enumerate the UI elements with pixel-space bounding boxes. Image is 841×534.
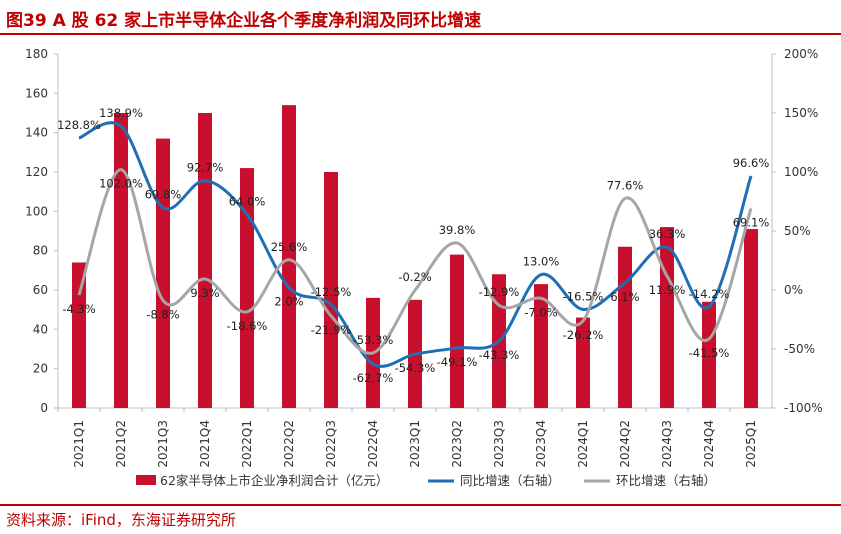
bar-series (72, 105, 758, 409)
title-divider (0, 33, 841, 35)
left-axis-tick-label: 80 (33, 244, 48, 258)
x-axis-tick-label: 2023Q3 (492, 420, 506, 468)
yoy-data-label: 96.6% (733, 156, 770, 170)
left-axis-tick-label: 180 (25, 47, 48, 61)
bar-2024Q2 (618, 246, 632, 408)
left-axis-tick-label: 160 (25, 86, 48, 100)
bar-2022Q3 (324, 172, 338, 408)
yoy-data-label: 138.9% (99, 106, 143, 120)
bar-2021Q4 (198, 113, 212, 408)
yoy-data-label: 13.0% (523, 255, 560, 269)
x-axis-tick-label: 2022Q4 (366, 420, 380, 468)
bar-2024Q3 (660, 227, 674, 408)
right-axis-tick-label: -100% (784, 401, 823, 415)
bar-2024Q1 (576, 317, 590, 408)
legend-label-qoq: 环比增速（右轴） (616, 473, 716, 488)
chart-title: 图39 A 股 62 家上市半导体企业各个季度净利润及同环比增速 (6, 11, 482, 31)
x-axis-tick-label: 2023Q4 (534, 420, 548, 468)
yoy-data-label: 2.0% (274, 295, 303, 309)
x-axis-tick-label: 2024Q4 (702, 420, 716, 468)
legend: 62家半导体上市企业净利润合计（亿元） 同比增速（右轴） 环比增速（右轴） (136, 473, 716, 488)
legend-swatch-bar (136, 475, 156, 485)
qoq-data-label: 11.9% (649, 283, 686, 297)
qoq-line (77, 168, 753, 355)
qoq-data-label: 9.3% (190, 286, 219, 300)
right-axis-tick-label: 200% (784, 47, 818, 61)
bar-2021Q1 (72, 262, 86, 408)
right-axis-tick-label: -50% (784, 342, 815, 356)
right-axis-tick-label: 150% (784, 106, 818, 120)
yoy-data-label: 128.8% (57, 118, 101, 132)
yoy-data-label: 36.3% (649, 227, 686, 241)
yoy-data-label: -49.1% (437, 355, 478, 369)
chart-axes: 0 20 40 60 80 100 120 140 160 180 -100% -50% 0% 50% 10… (25, 47, 823, 468)
yoy-data-label: 69.8% (145, 188, 182, 202)
x-axis-tick-label: 2025Q1 (744, 420, 758, 468)
data-labels: 128.8% -4.3% 138.9% 102.0%69.8% -8.8% 92.7% 9.… (57, 106, 769, 385)
bar-2023Q4 (534, 284, 548, 408)
qoq-data-label: -41.5% (689, 346, 730, 360)
qoq-data-label: 77.6% (607, 178, 644, 192)
left-axis-tick-label: 120 (25, 165, 48, 179)
x-axis-tick-label: 2024Q2 (618, 420, 632, 468)
left-axis-tick-label: 40 (33, 322, 48, 336)
left-axis-tick-label: 20 (33, 362, 48, 376)
x-axis-tick-label: 2023Q2 (450, 420, 464, 468)
bar-2021Q2 (114, 113, 128, 408)
right-axis-tick-label: 50% (784, 224, 811, 238)
yoy-data-label: -62.7% (353, 371, 394, 385)
left-axis-tick-label: 60 (33, 283, 48, 297)
x-axis-tick-label: 2021Q4 (198, 420, 212, 468)
qoq-data-label: -18.6% (227, 319, 268, 333)
x-axis-tick-label: 2021Q2 (114, 420, 128, 468)
bar-line-chart: 0 20 40 60 80 100 120 140 160 180 -100% -50% 0% 50% 10… (25, 47, 823, 488)
x-axis-tick-label: 2022Q1 (240, 420, 254, 468)
qoq-data-label: 69.1% (733, 215, 770, 229)
x-axis-tick-label: 2023Q1 (408, 420, 422, 468)
legend-label-bar: 62家半导体上市企业净利润合计（亿元） (160, 473, 388, 488)
x-axis-tick-label: 2024Q1 (576, 420, 590, 468)
qoq-line-series (77, 168, 753, 355)
bar-2022Q2 (282, 105, 296, 408)
qoq-data-label: -21.9% (311, 323, 352, 337)
bar-2021Q3 (156, 138, 170, 409)
x-axis-tick-label: 2024Q3 (660, 420, 674, 468)
left-axis-tick-label: 100 (25, 204, 48, 218)
bar-2025Q1 (744, 229, 758, 408)
qoq-data-label: -8.8% (146, 307, 179, 321)
right-axis-tick-label: 0% (784, 283, 803, 297)
qoq-data-label: 102.0% (99, 177, 143, 191)
qoq-data-label: 39.8% (439, 223, 476, 237)
bar-2022Q1 (240, 168, 254, 408)
bar-2024Q4 (702, 301, 716, 408)
right-axis-tick-label: 100% (784, 165, 818, 179)
left-axis-tick-label: 140 (25, 126, 48, 140)
yoy-data-label: -43.3% (479, 348, 520, 362)
yoy-data-label: -16.5% (563, 289, 604, 303)
qoq-data-label: -53.3% (353, 333, 394, 347)
left-axis-tick-label: 0 (40, 401, 48, 415)
qoq-data-label: -0.2% (398, 270, 431, 284)
x-axis-tick-label: 2022Q3 (324, 420, 338, 468)
yoy-data-label: 64.0% (229, 194, 266, 208)
legend-label-yoy: 同比增速（右轴） (460, 473, 560, 488)
x-axis-tick-label: 2021Q1 (72, 420, 86, 468)
source-divider (0, 504, 841, 506)
yoy-line (78, 121, 753, 368)
yoy-data-label: -54.3% (395, 361, 436, 375)
qoq-data-label: -26.2% (563, 328, 604, 342)
bar-2023Q2 (450, 254, 464, 408)
qoq-data-label: -4.3% (62, 302, 95, 316)
qoq-data-label: -7.0% (524, 305, 557, 319)
yoy-line-series (78, 121, 753, 368)
yoy-data-label: 92.7% (187, 161, 224, 175)
x-axis-tick-label: 2022Q2 (282, 420, 296, 468)
source-note: 资料来源：iFind，东海证券研究所 (6, 511, 236, 529)
yoy-data-label: -14.2% (689, 287, 730, 301)
yoy-data-label: -12.5% (311, 285, 352, 299)
qoq-data-label: -12.9% (479, 285, 520, 299)
qoq-data-label: 25.6% (271, 240, 308, 254)
x-axis-tick-label: 2021Q3 (156, 420, 170, 468)
yoy-data-label: 6.1% (610, 290, 639, 304)
